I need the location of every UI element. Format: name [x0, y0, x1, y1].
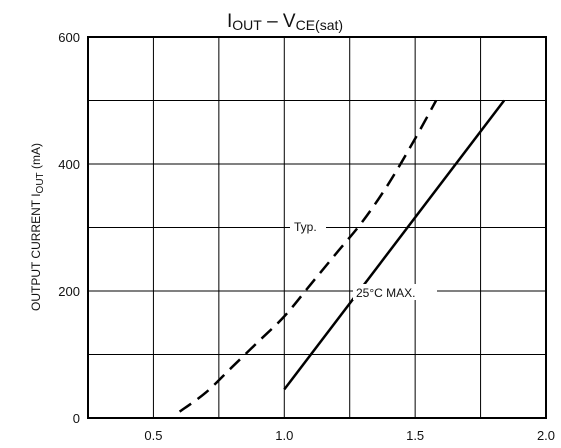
x-tick-label: 2.0: [537, 428, 555, 443]
title-i: I: [227, 11, 232, 32]
series-line-typ: [178, 99, 438, 413]
annotation-max: 25°C MAX.: [353, 284, 437, 300]
ylabel-unit: (mA): [29, 143, 43, 169]
y-tick-label: 0: [73, 411, 80, 426]
annotation-typ-bg: [290, 218, 326, 234]
y-tick-label: 600: [58, 30, 80, 45]
x-tick-label: 1.5: [406, 428, 424, 443]
y-tick-label: 200: [58, 284, 80, 299]
series-layer: [178, 99, 506, 413]
grid: [87, 36, 547, 419]
chart-title: IOUT – VCE(sat): [227, 11, 343, 33]
annotation-max-label: 25°C MAX.: [356, 286, 415, 300]
x-tick-label: 1.0: [275, 428, 293, 443]
y-tick-label: 400: [58, 157, 80, 172]
title-i-sub: OUT: [232, 17, 262, 33]
series-line-max: [283, 99, 506, 391]
ylabel-symbol: I: [29, 193, 43, 196]
annotation-typ: Typ.: [290, 218, 326, 234]
tick-labels: 0.5 1.0 1.5 2.0 0 200 400 600: [58, 30, 555, 443]
title-separator: –: [267, 11, 278, 32]
title-v: V: [283, 11, 296, 32]
annotation-max-bg: [353, 284, 437, 300]
y-axis-label: OUTPUT CURRENT IOUT (mA): [29, 143, 46, 311]
ylabel-symbol-sub: OUT: [35, 172, 46, 193]
x-tick-label: 0.5: [144, 428, 162, 443]
title-v-sub: CE(sat): [296, 17, 343, 33]
annotation-typ-label: Typ.: [294, 220, 317, 234]
ylabel-text: OUTPUT CURRENT: [29, 199, 43, 311]
plot-frame: [87, 36, 547, 419]
